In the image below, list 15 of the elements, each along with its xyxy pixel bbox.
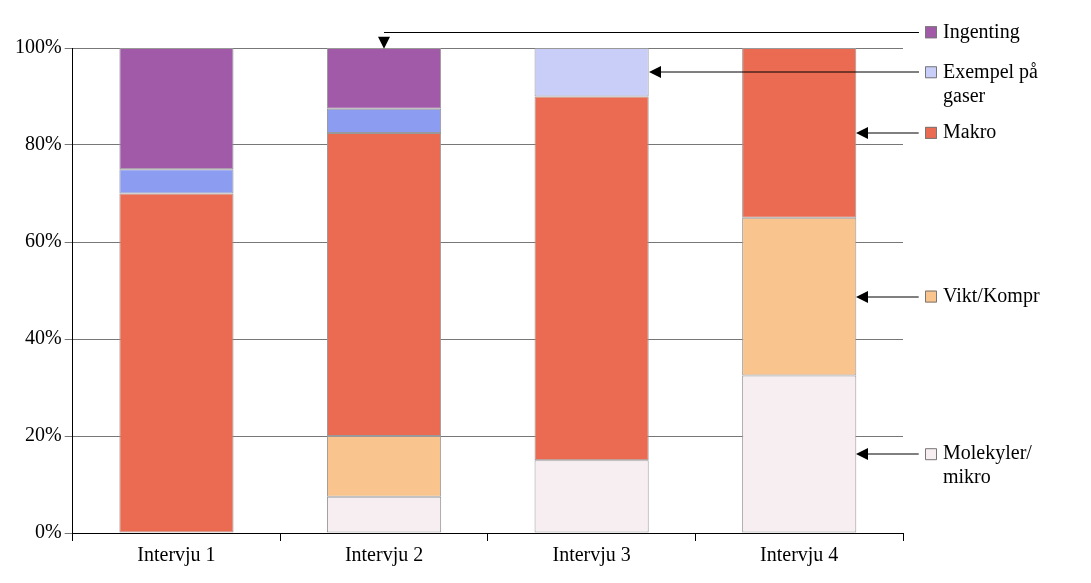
y-tick-label: 100% [14,35,62,58]
y-tick-label: 40% [24,326,62,349]
x-tick-label: Intervju 2 [344,543,424,567]
y-tick-label: 80% [24,132,62,155]
y-tick-label: 60% [24,229,62,252]
x-tick-label: Intervju 3 [552,543,631,567]
y-tick-label: 0% [34,520,62,543]
x-tick-label: Intervju 1 [137,543,216,567]
legend-label: Makro [943,120,997,143]
legend-label: Ingenting [943,19,1020,43]
legend-label: Exempel på gaser [943,59,1039,107]
x-tick-label: Intervju 4 [760,543,839,567]
legend-label: Vikt/Kompr [943,283,1040,307]
y-tick-label: 20% [24,423,62,446]
legend-label: Molekyler/mikro [943,441,1033,488]
